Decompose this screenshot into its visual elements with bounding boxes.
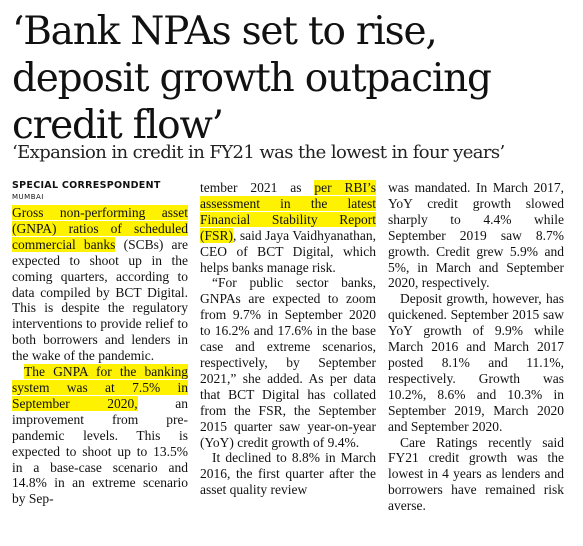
body-text: tember 2021 as <box>200 180 315 195</box>
paragraph: was mandated. In March 2017, YoY credit … <box>388 180 564 291</box>
headline: ‘Bank NPAs set to rise, deposit growth o… <box>12 9 492 148</box>
body-text: (SCBs) are expected to shoot up in the c… <box>12 236 188 364</box>
subheadline: ‘Expansion in credit in FY21 was the low… <box>12 142 505 163</box>
highlighted-text: Gross non-performing asset (GNPA) ratios… <box>12 205 188 252</box>
byline: SPECIAL CORRESPONDENT <box>12 180 161 191</box>
paragraph: Deposit growth, however, has quickened. … <box>388 291 564 434</box>
body-text: an improvement from pre-pandemic levels.… <box>12 395 188 507</box>
paragraph: “For public sector banks, GNPAs are expe… <box>200 275 376 450</box>
article-column-2: tember 2021 as per RBI’s assessment in t… <box>200 180 377 498</box>
paragraph: The GNPA for the banking system was at 7… <box>12 364 188 507</box>
paragraph: Gross non-performing asset (GNPA) ratios… <box>12 205 188 364</box>
paragraph: tember 2021 as per RBI’s assessment in t… <box>200 180 377 275</box>
article-column-1: SPECIAL CORRESPONDENT MUMBAI Gross non-p… <box>12 180 188 507</box>
dateline: MUMBAI <box>12 193 44 201</box>
paragraph: Care Ratings recently said FY21 credit g… <box>388 434 564 514</box>
highlighted-text: The GNPA for the banking system was at 7… <box>12 364 188 411</box>
article-column-3: was mandated. In March 2017, YoY credit … <box>388 180 564 514</box>
paragraph: It declined to 8.8% in March 2016, the f… <box>200 450 376 498</box>
body-text: , said Jaya Vaidhyanathan, CEO of BCT Di… <box>200 227 376 275</box>
